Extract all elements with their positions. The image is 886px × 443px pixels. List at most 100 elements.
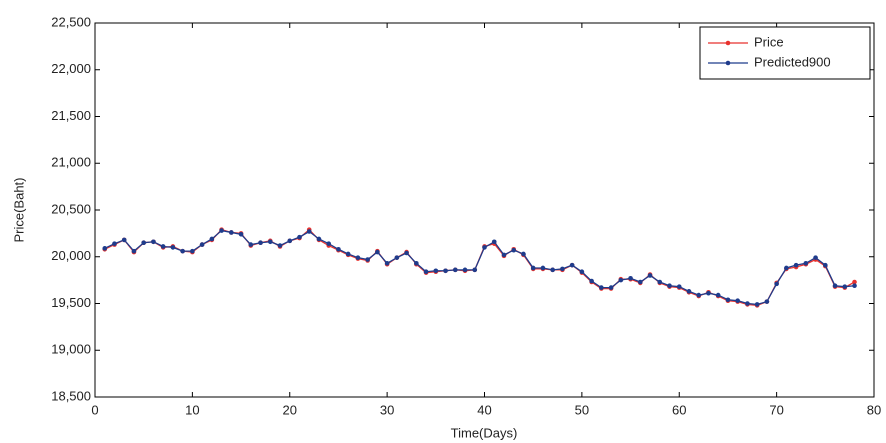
series-marker xyxy=(647,273,653,278)
series-marker xyxy=(852,283,857,289)
series-marker xyxy=(287,238,293,244)
y-tick-label: 18,500 xyxy=(51,388,91,403)
series-marker xyxy=(608,285,614,290)
series-marker xyxy=(803,260,809,266)
y-tick-label: 22,500 xyxy=(51,14,91,29)
series-marker xyxy=(667,283,672,289)
series-marker xyxy=(345,251,351,257)
series-marker xyxy=(170,245,176,250)
series-marker xyxy=(832,283,838,289)
series-marker xyxy=(423,269,429,275)
plot-area xyxy=(94,22,875,398)
series-marker xyxy=(414,260,419,266)
series-marker xyxy=(491,239,497,245)
series-marker xyxy=(793,262,799,268)
series-marker xyxy=(190,248,195,254)
series-marker xyxy=(121,237,127,243)
series-marker xyxy=(267,239,273,245)
series-marker xyxy=(852,279,857,285)
series-marker xyxy=(297,234,302,240)
series-marker xyxy=(394,255,400,260)
series-marker xyxy=(725,297,731,303)
series-marker xyxy=(404,250,409,256)
series-marker xyxy=(501,252,507,258)
legend-label: Predicted900 xyxy=(754,54,831,69)
series-marker xyxy=(842,284,848,289)
y-tick-label: 19,500 xyxy=(51,295,91,310)
series-marker xyxy=(530,265,536,271)
series-marker xyxy=(550,267,555,273)
legend-box xyxy=(699,26,871,80)
series-marker xyxy=(326,241,332,246)
series-marker xyxy=(229,230,234,235)
series-marker xyxy=(569,262,575,268)
series-marker xyxy=(686,289,692,294)
series-marker xyxy=(384,260,390,266)
series-marker xyxy=(209,236,215,242)
series-marker xyxy=(628,275,633,281)
series-marker xyxy=(277,243,283,248)
series-marker xyxy=(462,267,468,273)
series-marker xyxy=(579,269,585,275)
y-tick-label: 20,500 xyxy=(51,201,91,216)
series-marker xyxy=(657,279,663,285)
x-tick-label: 10 xyxy=(185,402,199,417)
series-marker xyxy=(443,268,448,274)
series-marker xyxy=(735,298,740,303)
series-marker xyxy=(316,236,322,242)
series-marker xyxy=(452,267,458,273)
x-axis-label: Time(Days) xyxy=(451,425,518,440)
legend-label: Price xyxy=(754,34,784,49)
series-marker xyxy=(638,279,643,285)
series-marker xyxy=(472,267,478,273)
x-tick-label: 20 xyxy=(283,402,297,417)
series-marker xyxy=(823,262,828,268)
x-tick-label: 0 xyxy=(91,402,98,417)
legend-swatch xyxy=(725,60,731,66)
series-marker xyxy=(131,248,137,254)
series-marker xyxy=(375,249,380,255)
series-marker xyxy=(599,285,604,290)
series-marker xyxy=(238,232,244,237)
x-tick-label: 50 xyxy=(575,402,589,417)
series-marker xyxy=(433,268,439,274)
series-marker xyxy=(589,278,594,284)
series-marker xyxy=(676,284,682,289)
y-tick-label: 21,000 xyxy=(51,155,91,170)
series-marker xyxy=(258,240,263,246)
series-marker xyxy=(696,292,702,298)
series-marker xyxy=(540,265,546,271)
series-marker xyxy=(306,229,312,234)
series-marker xyxy=(180,248,185,254)
x-tick-label: 30 xyxy=(380,402,394,417)
series-marker xyxy=(112,241,117,246)
series-marker xyxy=(199,242,205,247)
y-axis-label: Price(Baht) xyxy=(11,177,26,242)
x-tick-label: 60 xyxy=(672,402,686,417)
series-marker xyxy=(336,246,341,252)
series-marker xyxy=(219,228,224,233)
series-marker xyxy=(160,244,166,249)
series-marker xyxy=(365,257,370,262)
y-tick-label: 22,000 xyxy=(51,61,91,76)
x-tick-label: 80 xyxy=(867,402,881,417)
y-tick-label: 21,500 xyxy=(51,108,91,123)
series-marker xyxy=(151,239,156,245)
series-marker xyxy=(355,255,361,260)
y-tick-label: 19,000 xyxy=(51,342,91,357)
series-marker xyxy=(813,255,818,260)
series-marker xyxy=(774,281,779,287)
series-marker xyxy=(511,247,517,253)
series-marker xyxy=(141,240,146,246)
series-marker xyxy=(618,277,624,283)
series-marker xyxy=(745,301,750,306)
series-marker xyxy=(764,299,770,304)
y-tick-label: 20,000 xyxy=(51,248,91,263)
series-marker xyxy=(754,302,760,307)
series-marker xyxy=(102,246,108,251)
series-marker xyxy=(706,290,711,296)
series-marker xyxy=(784,265,789,271)
series-marker xyxy=(482,245,487,250)
series-marker xyxy=(521,251,526,257)
